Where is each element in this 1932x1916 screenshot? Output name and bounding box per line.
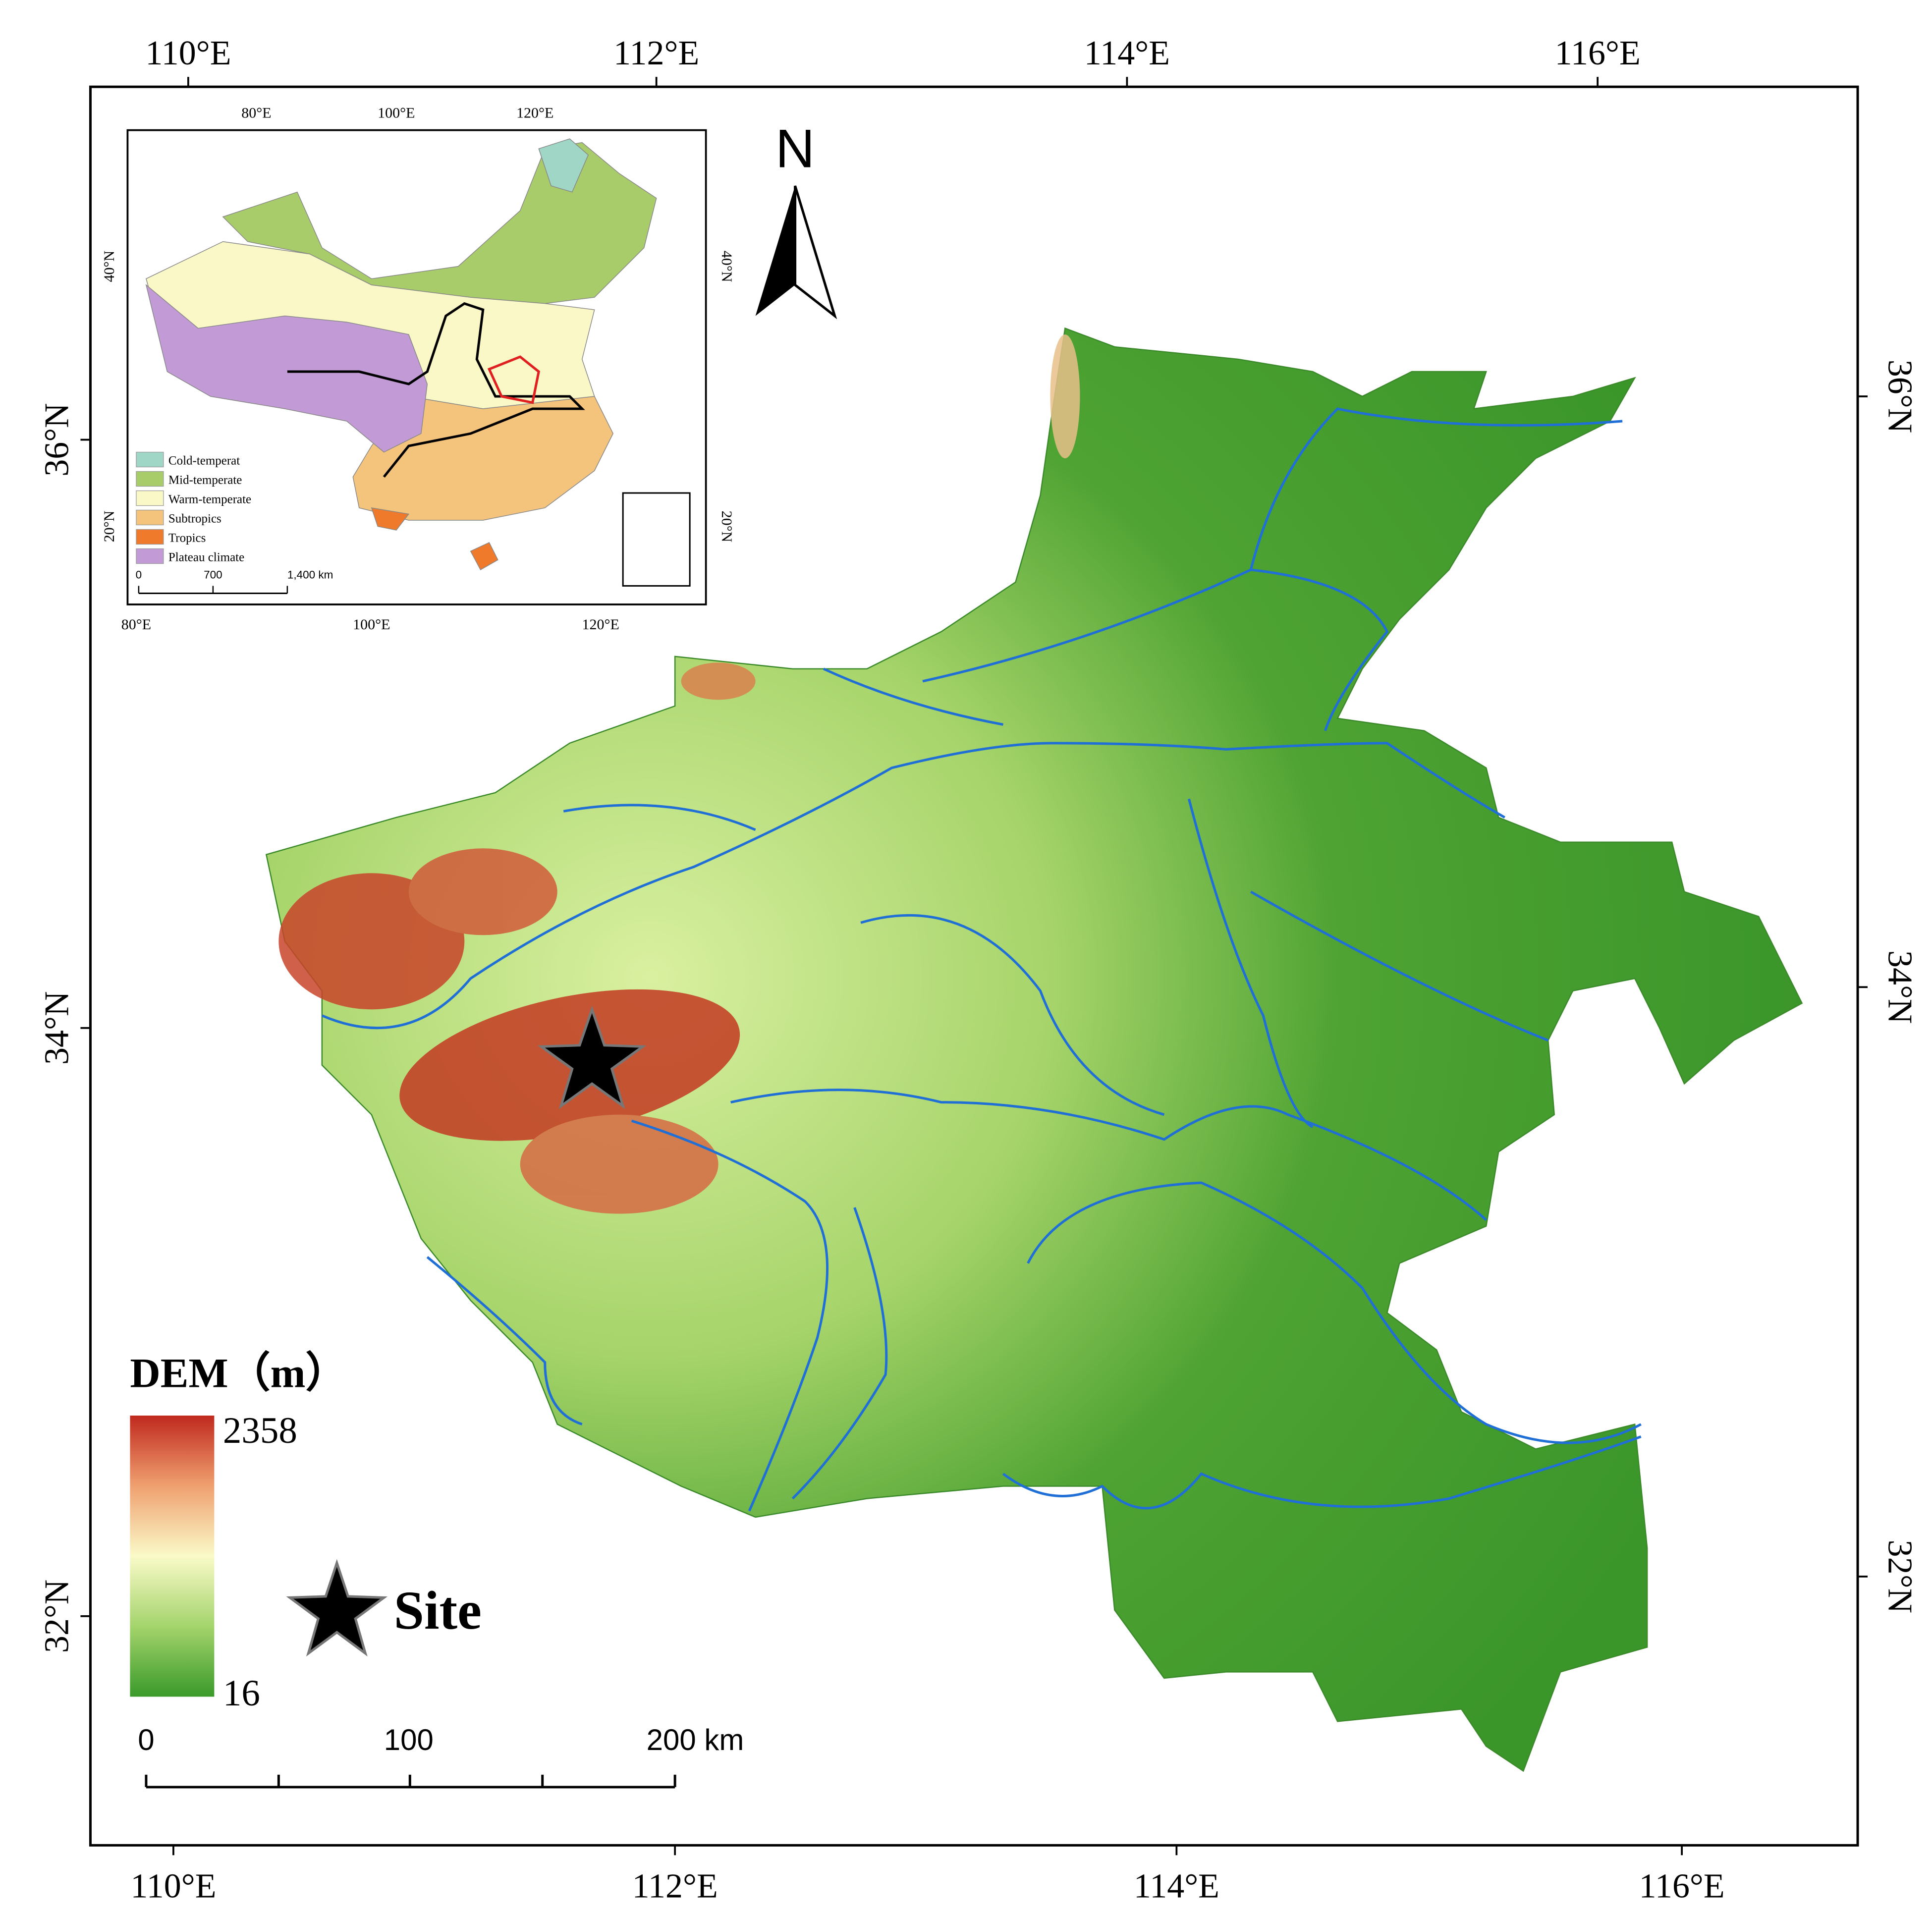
inset-legend-swatch (136, 509, 164, 526)
inset-legend-label: Warm-temperate (168, 493, 251, 506)
inset-right-label: 20°N (718, 511, 735, 543)
inset-legend-swatch (136, 451, 164, 468)
mountains (278, 334, 1080, 1214)
top-lon-label: 112°E (613, 34, 699, 72)
zone-cold-temperate (538, 138, 589, 193)
inset-top-label: 80°E (241, 105, 271, 121)
bottom-lon-label: 116°E (1639, 1867, 1725, 1905)
inset-legend-label: Subtropics (168, 512, 221, 525)
scale-label: 100 (384, 1723, 434, 1756)
north-label: N (775, 118, 815, 179)
bottom-lon-label: 112°E (632, 1867, 718, 1905)
inset-right-label: 40°N (718, 251, 735, 282)
scale-bar (145, 1774, 676, 1789)
legend-min: 16 (223, 1673, 260, 1714)
legend-max: 2358 (223, 1410, 297, 1451)
inset-henan (487, 355, 540, 404)
map-frame (89, 85, 1859, 1847)
legend-site-label: Site (394, 1580, 482, 1641)
legend-site-marker (286, 1559, 388, 1657)
inset-legend-swatch (136, 490, 164, 506)
zone-tropics (470, 542, 498, 570)
zone-tropics-2 (371, 507, 410, 531)
right-lat-label: 36°N (1881, 360, 1919, 433)
right-lat-label: 34°N (1881, 950, 1919, 1024)
inset-top-label: 100°E (378, 105, 415, 121)
inset-legend-swatch (136, 471, 164, 487)
inset-legend-label: Cold-temperat (168, 454, 240, 468)
inset-left-label: 40°N (101, 251, 117, 282)
bottom-lon-label: 114°E (1134, 1867, 1219, 1905)
left-lat-label: 32°N (38, 1580, 76, 1653)
top-lon-label: 116°E (1555, 34, 1641, 72)
left-lat-label: 34°N (38, 991, 76, 1064)
inset-scale-label: 1,400 km (287, 568, 333, 581)
inset-left-label: 20°N (101, 511, 117, 543)
inset-top-label: 120°E (516, 105, 553, 121)
inset-bottom-label: 100°E (353, 616, 390, 633)
site-marker (537, 1005, 647, 1109)
inset-south-sea-box (622, 492, 691, 587)
inset-scale-label: 0 (136, 568, 142, 581)
legend-title: DEM（m） (130, 1350, 347, 1397)
zone-plateau (145, 284, 428, 453)
right-lat-label: 32°N (1881, 1540, 1919, 1613)
inset-legend-swatch (136, 548, 164, 564)
inset-scale-label: 700 (204, 568, 222, 581)
inset-legend-label: Tropics (168, 531, 206, 545)
inset-bottom-label: 120°E (582, 616, 619, 633)
inset-boundary (287, 302, 585, 478)
scale-label: 200 km (647, 1723, 744, 1756)
inset-legend-swatch (136, 529, 164, 545)
north-arrow: N (755, 118, 837, 320)
inset-map (126, 129, 707, 605)
top-lon-label: 114°E (1084, 34, 1170, 72)
inset-legend-label: Mid-temperate (168, 473, 242, 487)
inset-legend-label: Plateau climate (168, 550, 244, 564)
scale-label: 0 (138, 1723, 154, 1756)
left-lat-label: 36°N (38, 403, 76, 476)
inset-bottom-label: 80°E (121, 616, 151, 633)
rivers (321, 407, 1642, 1512)
top-lon-label: 110°E (145, 34, 231, 72)
dem-colorbar (130, 1416, 215, 1697)
bottom-lon-label: 110°E (130, 1867, 216, 1905)
